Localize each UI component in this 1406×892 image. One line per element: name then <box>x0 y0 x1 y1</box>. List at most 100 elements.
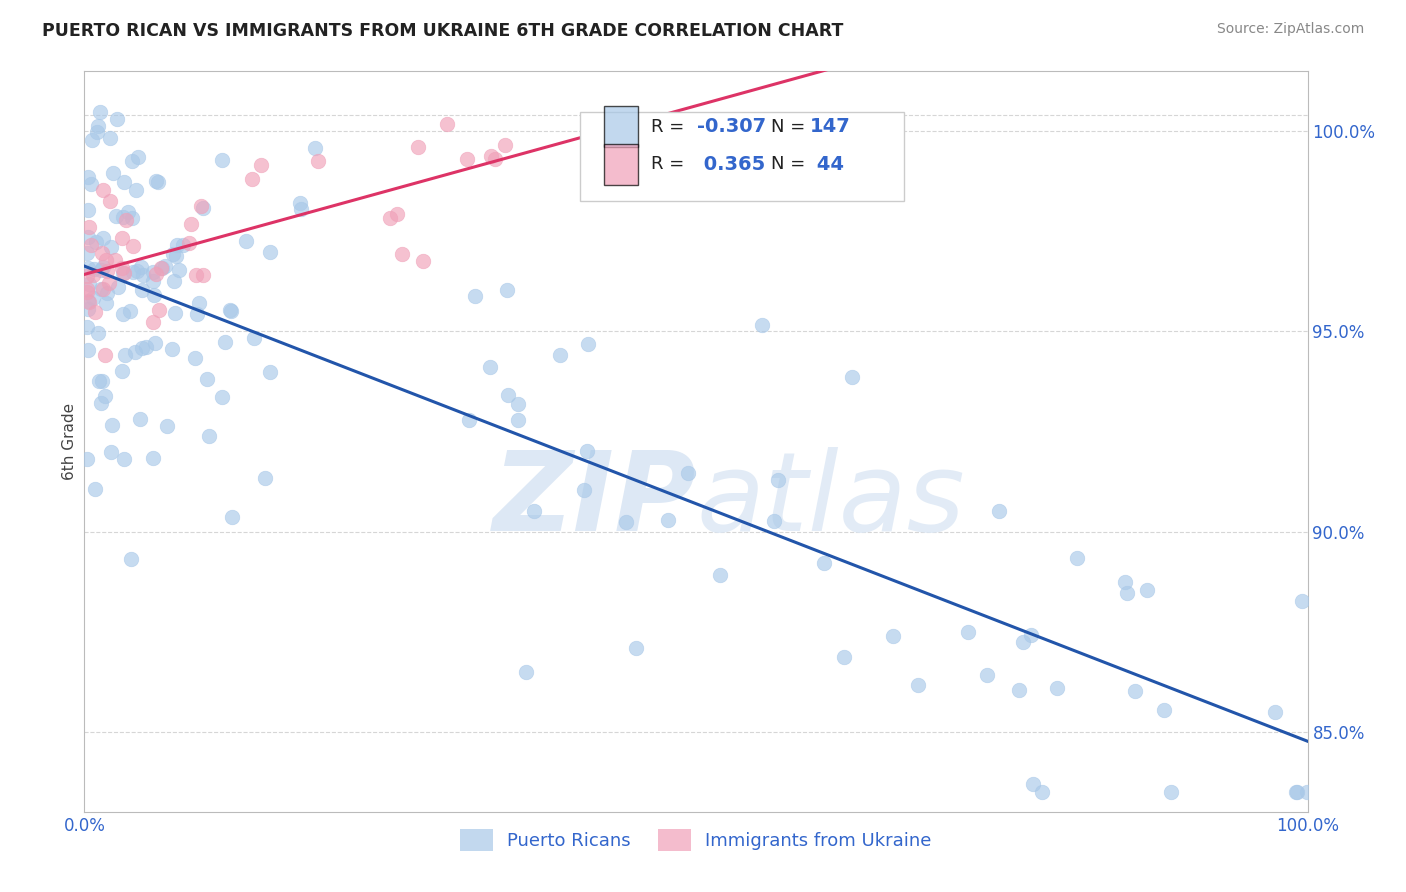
Point <box>87 119 110 133</box>
Point <box>177 236 200 251</box>
Point <box>156 418 179 433</box>
Point <box>1114 575 1136 590</box>
Point <box>548 348 571 362</box>
Point <box>104 253 127 268</box>
Point <box>114 348 136 362</box>
Text: 44: 44 <box>810 155 844 174</box>
Point <box>112 451 135 466</box>
Point <box>77 169 100 184</box>
Point <box>184 351 207 365</box>
Point <box>163 274 186 288</box>
Point <box>76 452 98 467</box>
Point <box>219 303 242 318</box>
Point <box>484 152 506 166</box>
Point <box>90 282 112 296</box>
Point <box>142 288 165 302</box>
Point <box>1022 777 1045 791</box>
Text: 0.365: 0.365 <box>697 155 765 174</box>
Point <box>408 139 430 153</box>
Point <box>813 556 835 570</box>
Point <box>193 201 215 215</box>
Point <box>142 265 165 279</box>
Point <box>76 282 98 296</box>
Point <box>385 207 408 221</box>
Point <box>458 412 481 426</box>
Point <box>77 295 100 310</box>
Point <box>142 274 165 288</box>
Text: Source: ZipAtlas.com: Source: ZipAtlas.com <box>1216 22 1364 37</box>
Point <box>142 451 165 466</box>
Point <box>76 269 98 284</box>
Point <box>80 237 103 252</box>
Point <box>77 260 100 275</box>
Point <box>506 413 529 427</box>
Point <box>111 260 134 275</box>
Text: ZIP: ZIP <box>492 447 696 554</box>
Point <box>1019 628 1042 642</box>
Point <box>91 374 114 388</box>
Text: atlas: atlas <box>696 447 965 554</box>
Point <box>77 301 100 316</box>
Point <box>112 267 135 281</box>
Text: N =: N = <box>770 118 811 136</box>
Point <box>243 331 266 345</box>
Text: N =: N = <box>770 155 811 173</box>
Point <box>86 124 108 138</box>
Point <box>1125 683 1147 698</box>
Point <box>96 264 118 278</box>
Point <box>762 514 785 528</box>
Point <box>259 244 281 259</box>
Point <box>112 307 135 321</box>
Point <box>436 117 458 131</box>
Point <box>464 288 486 302</box>
Point <box>118 304 141 318</box>
Legend: Puerto Ricans, Immigrants from Ukraine: Puerto Ricans, Immigrants from Ukraine <box>453 822 939 858</box>
Point <box>101 166 124 180</box>
Point <box>766 473 789 487</box>
Point <box>1285 785 1308 799</box>
Point <box>576 336 599 351</box>
Point <box>219 304 242 318</box>
Point <box>1046 681 1069 696</box>
Point <box>841 370 863 384</box>
Point <box>135 340 157 354</box>
Point <box>91 231 114 245</box>
Point <box>76 319 98 334</box>
Y-axis label: 6th Grade: 6th Grade <box>62 403 77 480</box>
Point <box>128 412 150 426</box>
Point <box>1116 586 1139 600</box>
Point <box>412 254 434 268</box>
Point <box>84 235 107 250</box>
Point <box>87 326 110 341</box>
Point <box>172 237 194 252</box>
Point <box>76 293 98 308</box>
Point <box>1286 785 1309 799</box>
Point <box>515 665 537 679</box>
Point <box>153 259 176 273</box>
Point <box>76 343 98 357</box>
Point <box>98 131 121 145</box>
Point <box>956 624 979 639</box>
Point <box>1160 785 1182 799</box>
Point <box>211 153 233 167</box>
Point <box>481 149 503 163</box>
Point <box>709 568 731 582</box>
Point <box>100 445 122 459</box>
Point <box>1066 550 1088 565</box>
FancyBboxPatch shape <box>579 112 904 201</box>
Point <box>89 105 111 120</box>
Point <box>91 282 114 296</box>
Point <box>101 418 124 433</box>
Point <box>80 133 103 147</box>
Point <box>114 213 136 227</box>
Point <box>1291 594 1313 608</box>
Point <box>148 302 170 317</box>
Point <box>150 260 173 275</box>
Point <box>131 341 153 355</box>
Point <box>76 285 98 299</box>
Point <box>391 247 413 261</box>
Point <box>84 305 107 319</box>
Point <box>304 141 326 155</box>
Point <box>131 283 153 297</box>
Point <box>190 199 212 213</box>
